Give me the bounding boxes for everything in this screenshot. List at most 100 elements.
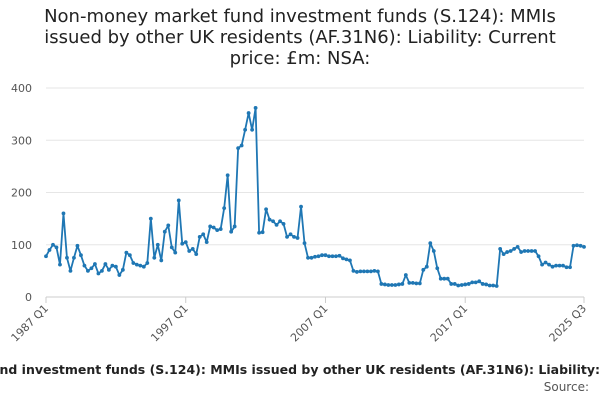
data-point [508,249,513,253]
data-point [414,281,419,286]
data-point [285,235,289,239]
data-point [82,263,87,268]
data-point [61,211,66,216]
data-point [176,198,181,203]
data-point [138,263,143,268]
data-point [330,254,335,259]
data-point [480,282,485,286]
data-point [512,247,517,251]
data-point [554,263,558,268]
data-point [459,283,464,287]
data-point [568,265,572,270]
data-point [313,254,317,259]
data-point [309,255,314,260]
data-point [141,264,146,269]
data-point [292,235,296,239]
data-point [337,253,342,258]
data-point [166,223,171,228]
data-point [341,256,345,261]
data-point [208,224,213,229]
x-tick-label: 2007 Q1 [288,302,331,345]
data-point [236,146,241,150]
data-point [400,282,405,286]
data-point [550,264,555,269]
x-tick-label: 1997 Q1 [148,302,191,345]
data-point [239,143,244,148]
data-point [93,262,97,266]
data-point [582,244,586,249]
data-point [494,284,499,288]
y-tick-label: 400 [11,82,32,95]
data-point [120,267,125,272]
data-point [456,283,461,288]
data-point [229,229,234,234]
data-point [295,236,300,240]
data-point [110,263,115,268]
data-point [452,282,457,286]
data-point [379,282,384,286]
data-point [571,243,576,248]
data-point [131,261,136,265]
data-point [473,280,478,285]
data-point [194,252,199,257]
data-point [183,240,188,245]
data-point [348,258,352,263]
data-point [396,282,401,287]
data-point [438,276,443,281]
x-tick-label: 1987 Q1 [9,302,52,345]
data-point [515,244,520,249]
data-point [44,254,48,259]
data-point [529,249,534,253]
data-point [463,282,468,287]
data-point [197,235,202,239]
data-point [100,268,104,273]
data-point [442,276,447,281]
data-point [351,268,356,273]
data-point [124,250,129,255]
data-point [264,207,268,212]
data-point [327,254,331,259]
data-point [75,243,80,248]
data-point [505,250,510,254]
data-point [557,263,562,268]
data-point [72,255,76,260]
data-point [306,255,310,260]
data-point [134,262,139,267]
data-point [51,242,55,247]
data-point [148,216,153,221]
data-point [103,262,108,266]
data-point [484,282,489,287]
data-point [431,249,436,253]
data-point [372,268,377,273]
data-point [113,264,118,269]
data-point [65,255,69,260]
data-point [215,228,220,233]
data-point [299,204,303,209]
data-point [466,282,471,286]
data-point [204,240,209,245]
data-point [386,283,391,287]
data-point [222,206,227,211]
data-point [243,127,248,132]
data-point [106,267,111,272]
data-point [533,249,537,253]
data-point [334,254,338,259]
data-point [491,283,496,288]
source-label: Source: [543,380,589,394]
data-point [501,252,506,257]
data-point [540,262,544,267]
data-point [435,266,440,271]
data-point [155,242,160,247]
data-point [58,262,62,267]
data-point [417,281,422,286]
legend-entry: Non-money market fund investment funds (… [0,362,600,377]
data-point [281,221,286,226]
data-point [561,263,565,268]
data-point [575,243,579,248]
data-point [578,243,583,248]
chart-title: Non-money market fund investment funds (… [44,6,556,69]
data-point [323,253,328,258]
data-point [274,222,279,227]
data-point [316,254,321,259]
data-point [449,282,454,286]
